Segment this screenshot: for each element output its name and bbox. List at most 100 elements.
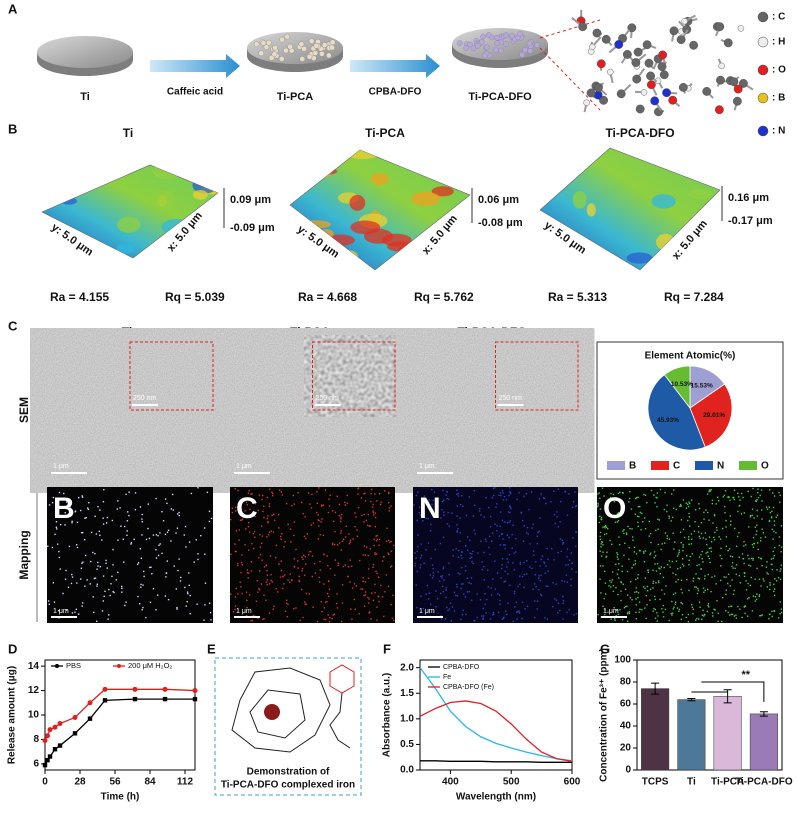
mapping-dot (341, 540, 344, 542)
mapping-dot (725, 545, 728, 548)
particle (312, 50, 319, 56)
mapping-dot (376, 534, 378, 537)
iron-atom (264, 704, 280, 720)
mapping-dot (752, 557, 754, 560)
mapping-dot (375, 553, 378, 555)
mapping-dot (645, 594, 648, 597)
mapping-dot (716, 496, 719, 498)
mapping-dot (369, 525, 372, 527)
mapping-dot (316, 502, 318, 505)
mapping-dot (666, 510, 668, 513)
mapping-dot (768, 519, 771, 522)
mapping-dot (415, 557, 417, 559)
mapping-dot (53, 601, 56, 603)
mapping-dot (104, 590, 106, 593)
mapping-dot (743, 545, 745, 547)
mapping-dot (473, 529, 475, 531)
mapping-dot (732, 567, 734, 569)
mapping-dot (654, 563, 656, 565)
mapping-dot (372, 510, 374, 513)
mapping-dot (735, 617, 738, 619)
mapping-dot (509, 490, 511, 493)
mapping-dot (99, 534, 101, 536)
mapping-dot (58, 550, 60, 553)
mapping-dot (773, 524, 776, 526)
mapping-dot (259, 570, 261, 572)
mapping-dot (465, 613, 467, 616)
mapping-dot (658, 581, 660, 584)
label: 1 μm (236, 463, 252, 470)
mapping-dot (349, 559, 351, 561)
marker (102, 698, 108, 703)
mapping-dot (441, 585, 444, 588)
mapping-dot (143, 575, 145, 578)
mapping-dot (441, 618, 443, 620)
label: 0.16 μm (728, 192, 769, 204)
mapping-dot (370, 592, 373, 594)
mapping-dot (391, 617, 394, 619)
mapping-dot (610, 586, 612, 588)
mapping-dot (630, 508, 633, 510)
mapping-dot (691, 553, 694, 555)
mapping-dot (280, 560, 282, 562)
mapping-dot (556, 516, 558, 518)
mapping-dot (70, 582, 73, 585)
mapping-dot (500, 494, 502, 497)
mapping-dot (691, 603, 693, 606)
mapping-dot (679, 505, 681, 508)
mapping-dot (164, 498, 167, 500)
mapping-dot (514, 606, 516, 608)
mapping-dot (170, 508, 173, 510)
atom (678, 83, 688, 92)
surface-feature (371, 173, 389, 186)
mapping-dot (490, 587, 492, 589)
mapping-dot (392, 544, 395, 547)
mapping-dot (729, 515, 731, 517)
mapping-dot (504, 547, 506, 550)
mapping-dot (149, 601, 152, 604)
mapping-dot (139, 506, 142, 508)
mapping-dot (657, 518, 659, 521)
mapping-dot (140, 557, 143, 559)
marker (45, 733, 50, 739)
mapping-dot (735, 573, 738, 575)
mapping-dot (280, 538, 282, 540)
mapping-dot (461, 495, 463, 497)
mapping-dot (193, 561, 195, 563)
panel-letter: B (8, 121, 17, 136)
surface-feature (304, 166, 322, 182)
particle (509, 32, 515, 39)
mapping-dot (523, 525, 525, 527)
mapping-dot (261, 498, 263, 501)
mapping-dot (443, 511, 445, 513)
surface-feature (151, 190, 176, 208)
mapping-dot (496, 525, 498, 527)
mapping-dot (644, 517, 646, 519)
mapping-dot (380, 501, 382, 503)
element-label: N (419, 492, 441, 525)
mapping-dot (65, 609, 68, 611)
atom (578, 22, 588, 32)
mapping-dot (662, 616, 665, 618)
mapping-dot (773, 594, 776, 597)
mapping-dot (539, 565, 541, 567)
atom (654, 107, 663, 117)
mapping-dot (510, 492, 512, 495)
atom (622, 50, 632, 59)
mapping-dot (602, 526, 604, 528)
mapping-dot (297, 567, 299, 569)
mapping-dot (773, 588, 776, 590)
mapping-dot (675, 601, 677, 603)
mapping-dot (711, 499, 714, 502)
mapping-dot (741, 616, 743, 619)
mapping-dot (734, 567, 736, 570)
element-label: C (236, 492, 258, 525)
mapping-dot (246, 569, 249, 571)
mapping-dot (195, 539, 198, 541)
mapping-dot (749, 565, 752, 567)
mapping-dot (500, 567, 503, 570)
mapping-dot (159, 543, 161, 545)
mapping-dot (275, 588, 277, 590)
mapping-dot (78, 496, 80, 499)
mapping-dot (762, 578, 765, 580)
